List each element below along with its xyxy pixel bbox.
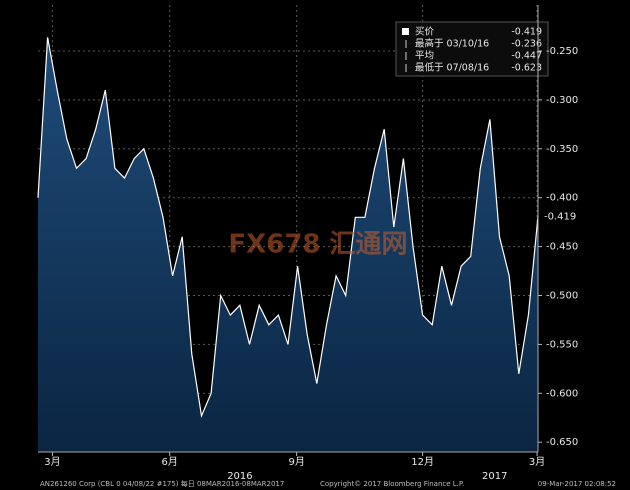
last-value-tag — [540, 210, 580, 223]
x-tick-label: 12月 — [411, 456, 434, 468]
legend-box — [395, 21, 549, 77]
legend: 买价 -0.419 最高于 03/10/16 -0.236 平均 -0.447 最低于 07… — [402, 27, 542, 74]
footer-text: 09-Mar-2017 02:08:52 — [538, 480, 616, 488]
y-tick-label: -0.400 — [546, 193, 578, 204]
watermark: FX678 汇通网 — [228, 230, 407, 260]
area — [38, 37, 538, 453]
legend-value: -0.447 — [511, 51, 542, 62]
footer-text: Copyright© 2017 Bloomberg Finance L.P. — [320, 480, 464, 488]
legend-label: 平均 — [415, 50, 434, 62]
legend-label: 买价 — [415, 27, 435, 38]
x-tick-label: 3月 — [44, 456, 60, 468]
plot-area — [37, 5, 539, 453]
legend-swatch — [402, 28, 409, 35]
y-tick-label: -0.600 — [546, 388, 578, 399]
y-tick-label: -0.450 — [546, 242, 578, 253]
x-tick-label: 9月 — [288, 456, 304, 468]
y-tick-label: -0.550 — [546, 339, 578, 350]
y-tick-label: -0.250 — [546, 46, 578, 57]
line — [37, 37, 539, 418]
x-tick-label: 3月 — [529, 456, 545, 468]
legend-value: -0.623 — [511, 63, 542, 74]
legend-label: 最高于 03/10/16 — [415, 38, 489, 50]
legend-value: -0.419 — [511, 27, 542, 38]
footer: AN261260 Corp (CBL 0 04/08/22 #175) 每日 0… — [40, 479, 616, 488]
year-label: 2016 — [227, 471, 252, 482]
y-tick-label: -0.650 — [546, 437, 578, 448]
y-tick-label: -0.350 — [546, 144, 578, 155]
y-tick-label: -0.500 — [546, 291, 578, 302]
footer-text: AN261260 Corp (CBL 0 04/08/22 #175) 每日 0… — [40, 479, 284, 488]
legend-value: -0.236 — [511, 39, 542, 50]
last-value-label: -0.419 — [544, 211, 576, 222]
year-label: 2017 — [482, 471, 507, 482]
x-tick-label: 6月 — [162, 456, 178, 468]
y-tick-label: -0.300 — [546, 95, 578, 106]
legend-label: 最低于 07/08/16 — [415, 62, 489, 74]
